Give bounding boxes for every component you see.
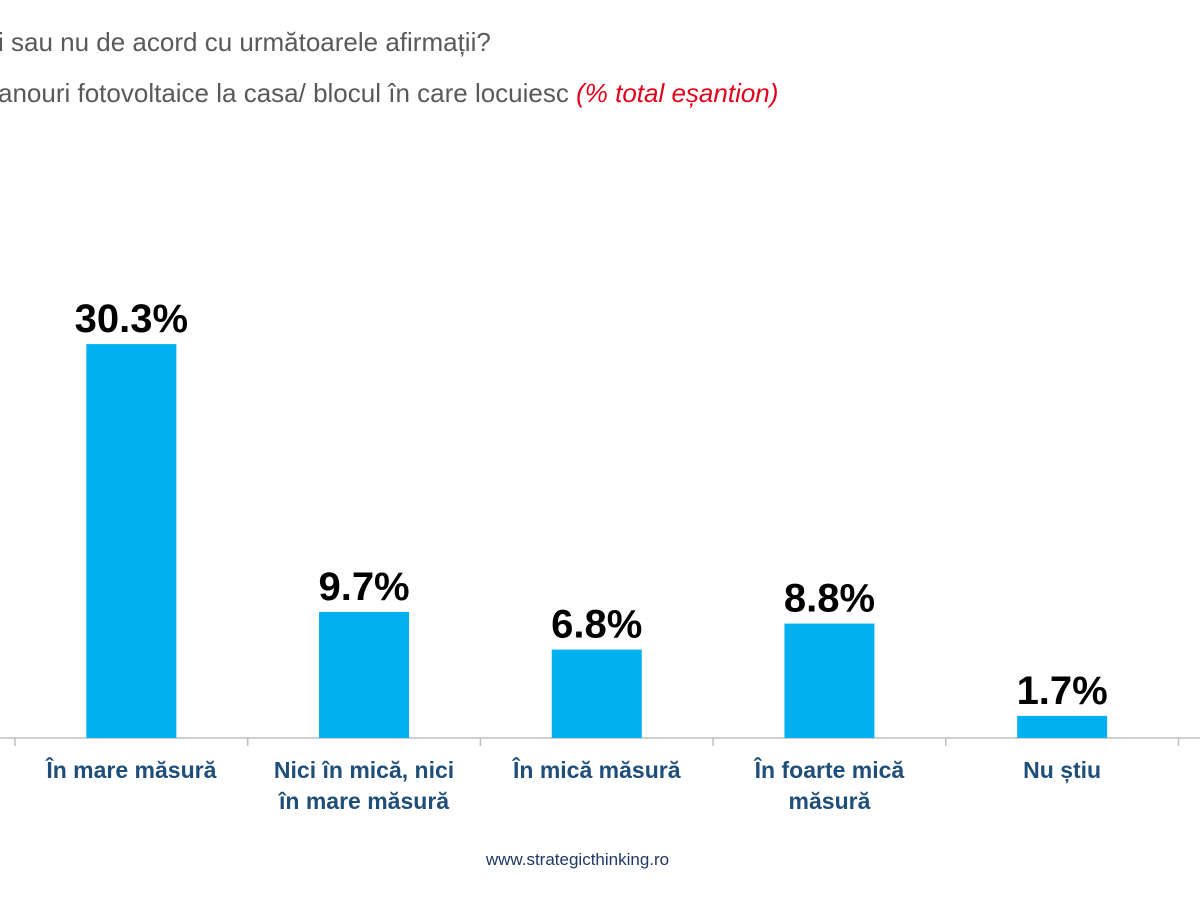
chart-subtitle: anouri fotovoltaice la casa/ blocul în c… bbox=[0, 78, 778, 109]
subtitle-note: (% total eșantion) bbox=[576, 78, 779, 108]
category-label: În mică măsură bbox=[512, 756, 681, 783]
data-label: 8.8% bbox=[784, 577, 875, 621]
bar bbox=[319, 611, 410, 738]
data-label: 30.3% bbox=[75, 297, 188, 341]
bar bbox=[1017, 715, 1108, 738]
data-label: 1.7% bbox=[1017, 669, 1108, 713]
category-label: măsură bbox=[789, 788, 871, 814]
chart-question: i sau nu de acord cu următoarele afirmaț… bbox=[0, 27, 491, 57]
bar bbox=[86, 344, 177, 738]
category-label: Nu știu bbox=[1023, 757, 1101, 784]
subtitle-text: anouri fotovoltaice la casa/ blocul în c… bbox=[0, 78, 577, 108]
footer-url[interactable]: www.strategicthinking.ro bbox=[485, 850, 670, 869]
bar bbox=[784, 623, 875, 738]
category-label: în mare măsură bbox=[278, 788, 449, 814]
category-label: În foarte mică bbox=[754, 756, 905, 783]
bar bbox=[551, 649, 642, 738]
category-label: În mare măsură bbox=[45, 756, 216, 783]
data-label: 9.7% bbox=[318, 565, 409, 609]
category-label: Nici în mică, nici bbox=[274, 757, 454, 783]
data-label: 6.8% bbox=[551, 603, 642, 647]
